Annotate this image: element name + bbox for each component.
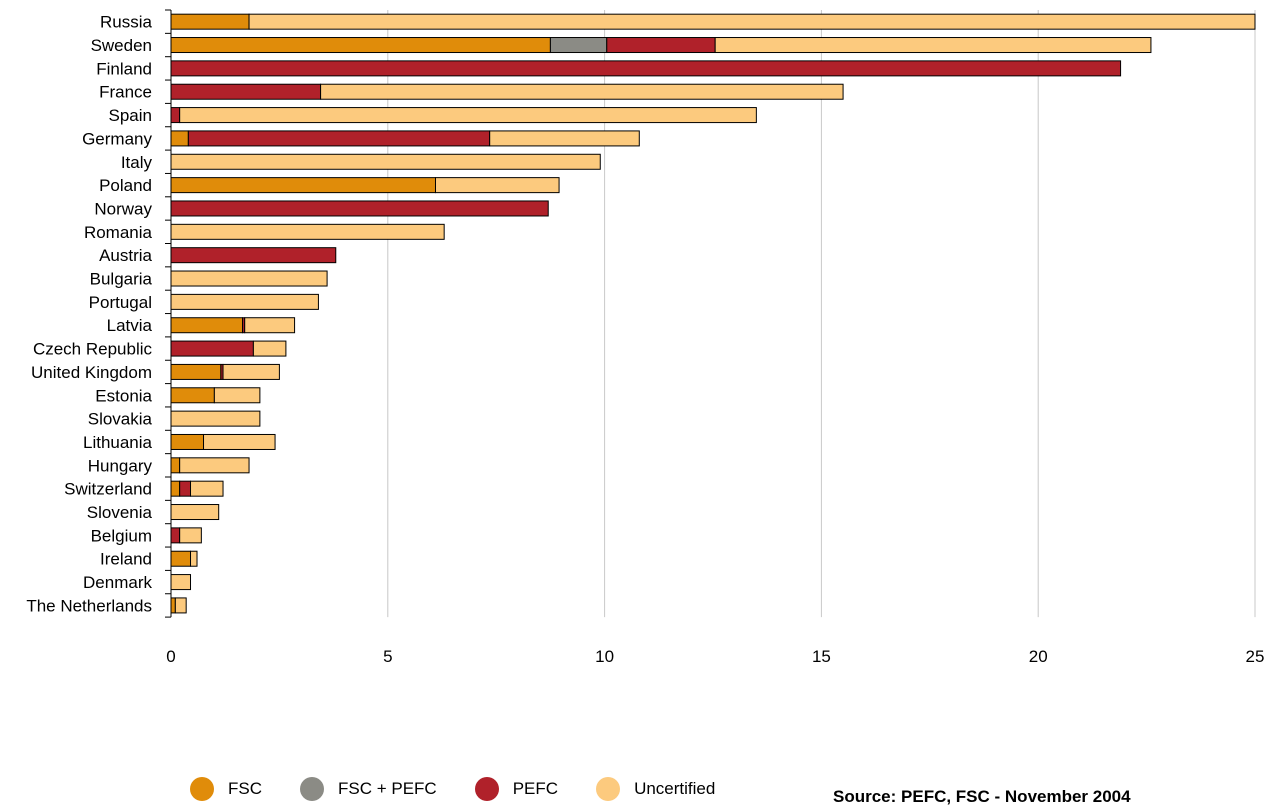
legend-swatch-fsc-pefc: [300, 777, 324, 801]
bar-segment: [179, 480, 192, 497]
bar-segment: [170, 130, 189, 147]
category-label: France: [99, 83, 152, 102]
bar-segment: [320, 83, 844, 100]
bar-segment: [170, 270, 328, 287]
bar-segment: [489, 130, 640, 147]
legend-label: FSC: [228, 779, 262, 798]
legend-item-uncertified: Uncertified: [596, 777, 715, 801]
bar-segment: [170, 527, 181, 544]
x-tick-label: 10: [595, 647, 614, 666]
category-label: Romania: [84, 223, 153, 242]
bar-segment: [203, 433, 276, 450]
bar-segment: [187, 130, 491, 147]
bar-segment: [213, 387, 261, 404]
bar-segment: [170, 597, 176, 614]
category-label: United Kingdom: [31, 363, 152, 382]
category-label: Belgium: [91, 526, 152, 545]
bar-segment: [170, 317, 244, 334]
legend-swatch-uncertified: [596, 777, 621, 801]
bar-segment: [549, 37, 608, 54]
bar-segment: [248, 13, 1256, 30]
bar-segment: [714, 37, 1152, 54]
bar-segment: [170, 200, 549, 217]
category-label: Hungary: [88, 456, 153, 475]
category-label: Slovenia: [87, 503, 153, 522]
legend-label: PEFC: [512, 779, 559, 798]
category-label: Italy: [121, 153, 153, 172]
legend-label: Uncertified: [634, 779, 716, 798]
bar-segment: [170, 223, 445, 240]
category-label: Lithuania: [83, 433, 153, 452]
category-label: Russia: [100, 13, 153, 32]
stacked-bar-chart: Russia Sweden Finland France Spain Germany Ita…: [26, 9, 1264, 666]
bar-segment: [170, 504, 220, 521]
bar-segment: [170, 83, 322, 100]
legend-item-fsc: FSC: [190, 777, 262, 801]
category-label: Poland: [99, 176, 152, 195]
x-tick-label: 15: [812, 647, 831, 666]
category-label: Norway: [94, 199, 152, 218]
category-label: Bulgaria: [90, 270, 153, 289]
category-label: Czech Republic: [33, 340, 153, 359]
bar-segment: [170, 457, 181, 474]
category-label: Denmark: [83, 573, 152, 592]
category-label: Germany: [82, 129, 152, 148]
category-label: Estonia: [95, 386, 152, 405]
category-label: Latvia: [107, 316, 153, 335]
x-tick-label: 5: [383, 647, 392, 666]
source-note: Source: PEFC, FSC - November 2004: [833, 787, 1131, 806]
category-label: Ireland: [100, 550, 152, 569]
category-label: Portugal: [89, 293, 152, 312]
bar-segment: [170, 60, 1122, 77]
bar-segment: [179, 527, 202, 544]
bar-segment: [170, 433, 205, 450]
legend: FSC FSC + PEFC PEFC Uncertified: [190, 777, 753, 801]
bar-segment: [170, 574, 192, 591]
category-label: Switzerland: [64, 480, 152, 499]
bar-segment: [190, 550, 198, 567]
category-labels: Russia Sweden Finland France Spain Germany Ita…: [26, 13, 152, 616]
bar-segment: [434, 177, 560, 194]
bar-segment: [244, 317, 296, 334]
legend-item-pefc: PEFC: [474, 777, 559, 801]
x-tick-label: 20: [1029, 647, 1048, 666]
bar-segment: [170, 550, 192, 567]
bar-segment: [179, 107, 757, 124]
y-axis: [165, 9, 172, 618]
bars: [170, 13, 1256, 614]
bar-segment: [170, 340, 254, 357]
category-label: Finland: [96, 59, 152, 78]
bar-segment: [170, 153, 601, 170]
bar-segment: [606, 37, 716, 54]
bar-segment: [170, 363, 222, 380]
bar-segment: [170, 177, 436, 194]
bar-segment: [179, 457, 250, 474]
bar-segment: [170, 247, 337, 264]
category-label: Spain: [109, 106, 152, 125]
legend-item-fsc-pefc: FSC + PEFC: [300, 777, 437, 801]
bar-segment: [170, 480, 181, 497]
category-label: The Netherlands: [26, 596, 152, 615]
legend-label: FSC + PEFC: [338, 779, 437, 798]
bar-segment: [170, 37, 551, 54]
grid-lines: [387, 10, 1256, 618]
bar-segment: [252, 340, 287, 357]
category-label: Austria: [99, 246, 152, 265]
x-tick-label: 0: [166, 647, 175, 666]
legend-swatch-fsc: [190, 777, 214, 801]
bar-segment: [170, 107, 181, 124]
bar-segment: [190, 480, 224, 497]
x-tick-label: 25: [1246, 647, 1265, 666]
bar-segment: [170, 387, 215, 404]
bar-segment: [170, 410, 261, 427]
bar-segment: [170, 293, 319, 310]
bar-segment: [174, 597, 187, 614]
x-tick-labels: 0 5 10 15 20 25: [166, 647, 1264, 666]
bar-segment: [222, 363, 280, 380]
legend-swatch-pefc: [474, 777, 499, 801]
bar-segment: [170, 13, 250, 30]
category-label: Sweden: [91, 36, 152, 55]
category-label: Slovakia: [88, 410, 153, 429]
